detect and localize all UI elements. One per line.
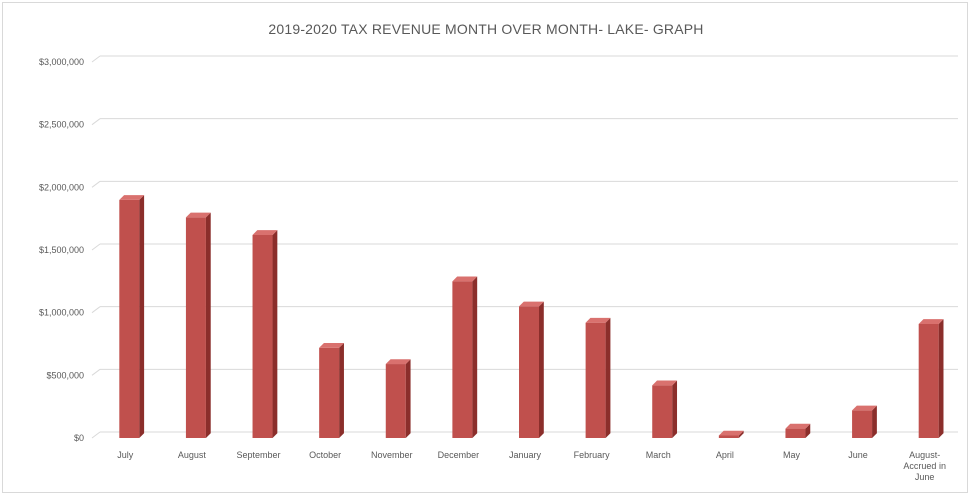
bar-side — [539, 301, 544, 438]
bar — [852, 405, 877, 438]
x-category-label: December — [438, 450, 480, 460]
bar-top — [319, 342, 344, 348]
x-category-label: March — [646, 450, 671, 460]
bar-side — [472, 276, 478, 438]
x-category-label: November — [371, 450, 413, 460]
bar-front — [585, 322, 606, 438]
bar — [319, 342, 344, 438]
bar-side — [205, 212, 211, 438]
bar-side — [805, 423, 811, 438]
y-tick-label: $2,500,000 — [39, 120, 84, 130]
gridline-slant — [91, 368, 101, 376]
x-category-label: August-Accrued in June — [903, 450, 946, 482]
bar — [385, 359, 411, 438]
x-category-label: June — [848, 450, 868, 460]
bar-top — [852, 405, 877, 411]
bar-front — [918, 323, 939, 438]
x-category-label: October — [309, 450, 341, 460]
bar — [452, 276, 478, 438]
bar-top — [785, 423, 811, 429]
gridline-slant — [91, 55, 101, 63]
gridline-slant — [91, 180, 101, 188]
bar-top — [119, 195, 145, 200]
y-tick-label: $1,500,000 — [39, 245, 84, 255]
bar-top — [385, 359, 411, 365]
bar-side — [139, 195, 145, 438]
bar-front — [452, 281, 473, 438]
bar-front — [319, 347, 340, 438]
gridline-slant — [91, 243, 101, 251]
bar — [652, 380, 678, 438]
chart-title: 2019-2020 TAX REVENUE MONTH OVER MONTH- … — [268, 21, 704, 37]
bar-side — [672, 380, 678, 438]
bar-side — [938, 319, 944, 438]
bar-front — [119, 199, 140, 438]
bar-front — [652, 385, 673, 438]
bar — [585, 317, 611, 438]
x-category-label: January — [509, 450, 542, 460]
bar-top — [652, 380, 678, 386]
bar — [252, 230, 278, 438]
bar — [119, 195, 145, 438]
bar — [718, 430, 744, 438]
bar-side — [272, 230, 278, 438]
bar-front — [185, 217, 206, 438]
bar-top — [585, 317, 611, 323]
bar-front — [785, 428, 806, 438]
y-tick-label: $0 — [74, 433, 84, 443]
gridline-slant — [91, 118, 101, 126]
bar — [185, 212, 211, 438]
bar-side — [339, 342, 344, 438]
bar — [519, 301, 544, 438]
bar-front — [718, 435, 739, 438]
bar — [785, 423, 811, 438]
bar-top — [519, 301, 544, 307]
bar — [918, 319, 944, 438]
y-tick-label: $2,000,000 — [39, 182, 84, 192]
y-tick-label: $3,000,000 — [39, 57, 84, 67]
bar-top — [718, 430, 744, 436]
bar-top — [252, 230, 278, 235]
y-tick-label: $1,000,000 — [39, 308, 84, 318]
bar-top — [185, 212, 211, 218]
x-category-label: September — [237, 450, 281, 460]
bar-side — [738, 430, 744, 438]
bar-front — [252, 234, 273, 438]
bar-top — [452, 276, 478, 282]
bar-side — [405, 359, 411, 438]
bar-front — [385, 364, 406, 438]
bar-front — [852, 410, 873, 438]
x-category-label: August — [178, 450, 207, 460]
bar-side — [605, 317, 611, 438]
gridline-slant — [91, 431, 101, 439]
bar-top — [918, 319, 944, 324]
x-category-label: April — [716, 450, 734, 460]
y-tick-label: $500,000 — [46, 370, 84, 380]
bar-side — [872, 405, 877, 438]
x-category-label: July — [117, 450, 134, 460]
x-category-label: May — [783, 450, 801, 460]
x-category-label: February — [574, 450, 611, 460]
bar-front — [519, 306, 539, 438]
gridline-slant — [91, 306, 101, 314]
